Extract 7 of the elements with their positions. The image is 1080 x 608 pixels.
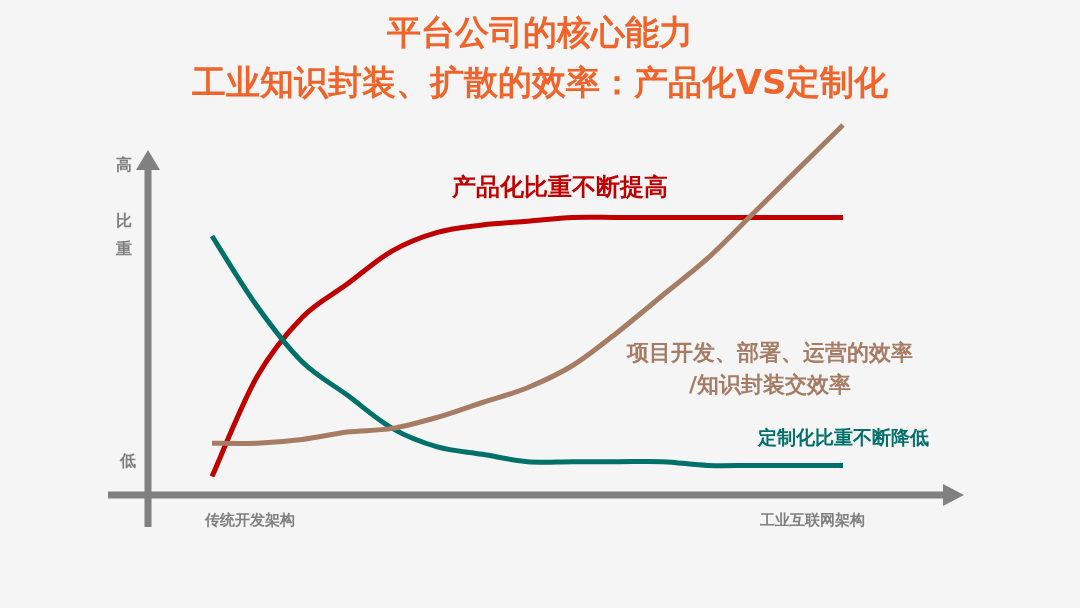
text: 高 [116, 155, 132, 174]
subtitle: 工业知识封装、扩散的效率：产品化VS定制化 [191, 62, 889, 102]
text: 工业互联网架构 [758, 511, 865, 529]
ylabel: 比重 [116, 211, 132, 258]
title: 平台公司的核心能力 [387, 12, 693, 52]
text: 传统开发架构 [204, 511, 295, 529]
text: 低 [119, 451, 136, 470]
